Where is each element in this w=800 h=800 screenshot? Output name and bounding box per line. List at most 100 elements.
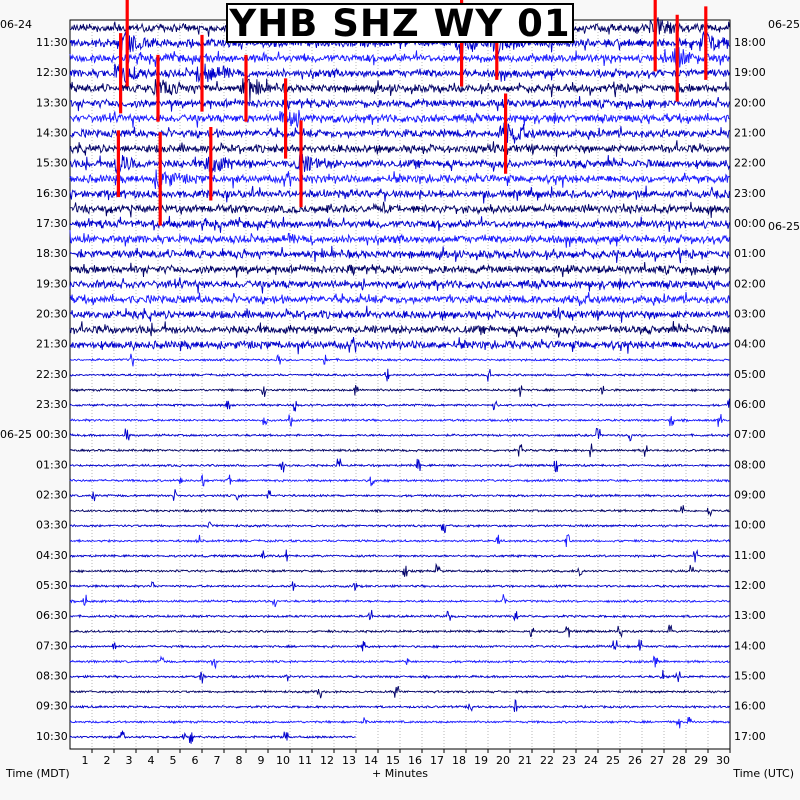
trace-row [69,139,730,157]
x-tick-label: 30 [716,754,730,767]
right-hour-label: 05:00 [734,368,766,381]
chart-title-box: YHB SHZ WY 01 [226,3,574,43]
left-date-label: 06-24 [0,18,32,31]
left-hour-label: 07:30 [36,639,68,652]
left-hour-label: 04:30 [36,549,68,562]
trace-row [69,414,730,427]
right-hour-label: 12:00 [734,579,766,592]
trace-row [69,686,730,699]
right-hour-label: 20:00 [734,96,766,109]
left-hour-label: 15:30 [36,157,68,170]
right-hour-label: 18:00 [734,36,766,49]
trace-row [69,245,730,264]
trace-row [69,669,730,684]
left-hour-label: 11:30 [36,36,68,49]
x-tick-label: 4 [148,754,155,767]
trace-row [69,639,730,652]
left-axis-label: Time (MDT) [5,767,70,780]
left-hour-label: 00:30 [36,428,68,441]
left-hour-label: 21:30 [36,338,68,351]
left-date-label: 06-25 [0,428,32,441]
trace-row [69,353,730,367]
trace-row [69,730,356,744]
trace-row [69,122,730,145]
right-hour-label: 04:00 [734,338,766,351]
trace-row [69,624,730,639]
right-hour-label: 14:00 [734,639,766,652]
right-hour-label: 11:00 [734,549,766,562]
trace-row [69,505,730,518]
x-tick-label: 7 [214,754,221,767]
right-hour-label: 17:00 [734,730,766,743]
x-tick-label: 5 [170,754,177,767]
right-hour-label: 03:00 [734,308,766,321]
trace-row [69,562,730,577]
trace-row [69,215,730,233]
x-tick-label: 13 [342,754,356,767]
trace-row [69,594,730,608]
trace-row [69,533,730,548]
trace-row [69,716,730,729]
right-hour-label: 07:00 [734,428,766,441]
x-tick-label: 21 [518,754,532,767]
x-tick-label: 3 [126,754,133,767]
trace-row [69,337,730,355]
x-tick-label: 12 [320,754,334,767]
right-hour-label: 02:00 [734,277,766,290]
x-tick-label: 11 [298,754,312,767]
left-hour-label: 18:30 [36,247,68,260]
trace-row [69,305,730,323]
left-hour-label: 13:30 [36,96,68,109]
trace-row [69,185,730,204]
left-hour-label: 06:30 [36,609,68,622]
right-hour-label: 09:00 [734,489,766,502]
x-tick-label: 10 [276,754,290,767]
left-hour-label: 09:30 [36,700,68,713]
chart-title: YHB SHZ WY 01 [229,1,571,45]
x-tick-label: 19 [474,754,488,767]
right-hour-label: 19:00 [734,66,766,79]
x-tick-label: 27 [650,754,664,767]
trace-row [69,398,730,412]
left-hour-label: 10:30 [36,730,68,743]
left-hour-label: 02:30 [36,489,68,502]
x-tick-label: 16 [408,754,422,767]
trace-row [69,427,730,442]
trace-row [69,655,730,670]
trace-row [69,368,730,382]
seismic-traces [69,17,730,744]
trace-row [69,549,730,563]
trace-row [69,473,730,487]
x-tick-label: 23 [562,754,576,767]
trace-row [69,291,730,307]
right-axis-label: Time (UTC) [732,767,794,780]
left-hour-label: 17:30 [36,217,68,230]
left-hour-label: 22:30 [36,368,68,381]
x-tick-label: 17 [430,754,444,767]
trace-row [69,261,730,278]
right-hour-label: 01:00 [734,247,766,260]
clipped-event-marks [116,0,708,226]
x-tick-label: 1 [82,754,89,767]
trace-row [69,169,730,190]
right-hour-label: 13:00 [734,609,766,622]
right-hour-label: 08:00 [734,458,766,471]
x-tick-label: 2 [104,754,111,767]
x-tick-label: 18 [452,754,466,767]
right-date-label: 06-25 [768,220,800,233]
x-axis-label: + Minutes [372,767,428,780]
right-date-label: 06-25 [768,18,800,31]
x-tick-label: 22 [540,754,554,767]
trace-row [69,698,730,712]
right-hour-label: 00:00 [734,217,766,230]
trace-row [70,201,730,218]
trace-row [69,443,730,458]
x-tick-label: 24 [584,754,598,767]
x-tick-label: 14 [364,754,378,767]
trace-row [69,384,730,397]
left-time-labels: 11:30 12:30 13:30 14:30 15:30 16:30 17:30 18:30… [0,18,68,743]
x-tick-label: 28 [672,754,686,767]
trace-row [69,230,730,248]
right-hour-label: 15:00 [734,670,766,683]
